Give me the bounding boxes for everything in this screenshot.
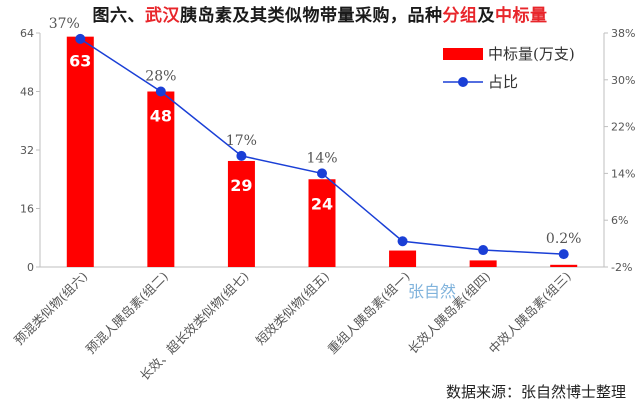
title-part6: 中标量	[495, 6, 548, 26]
share-point	[317, 168, 327, 179]
chart-title: 图六、武汉胰岛素及其类似物带量采购，品种分组及中标量	[0, 1, 640, 26]
bar	[66, 36, 94, 267]
right-tick-label: 22%	[611, 121, 635, 134]
bar-value-label: 24	[311, 194, 333, 213]
share-label: 0.2%	[546, 231, 582, 247]
bar	[147, 91, 175, 267]
title-part5: 及	[477, 6, 495, 26]
category-label: 短效类似物(组五)	[253, 269, 332, 348]
bar-value-label: 63	[69, 52, 91, 71]
share-label: 28%	[145, 69, 176, 85]
share-label: 37%	[49, 16, 80, 32]
right-tick-label: 6%	[611, 214, 628, 227]
category-label: 预混人胰岛素(组二)	[83, 269, 171, 357]
right-tick-label: -2%	[611, 261, 632, 274]
title-part2: 武汉	[145, 6, 180, 26]
watermark: 张自然	[408, 282, 457, 301]
left-tick-label: 64	[20, 27, 34, 40]
bar	[308, 179, 336, 267]
right-tick-label: 38%	[611, 27, 635, 40]
title-part4: 分组	[442, 6, 478, 26]
title-part1: 图六、	[92, 6, 145, 26]
share-point	[236, 150, 247, 161]
left-tick-label: 16	[20, 203, 34, 216]
bar	[550, 264, 578, 267]
right-tick-label: 14%	[611, 167, 635, 180]
bar	[227, 160, 255, 267]
legend-line-label: 占比	[488, 73, 518, 91]
legend-bar-label: 中标量(万支)	[488, 45, 575, 63]
legend-line-dot	[458, 77, 468, 87]
share-point	[558, 249, 569, 260]
title-part3: 胰岛素及其类似物带量采购，品种	[180, 6, 443, 26]
category-label: 预混类似物(组六)	[11, 269, 90, 348]
left-tick-label: 32	[20, 144, 34, 157]
share-point	[478, 245, 489, 256]
legend-bar-swatch	[443, 48, 483, 60]
source-note: 数据来源：张自然博士整理	[445, 383, 626, 401]
left-tick-label: 48	[20, 86, 34, 99]
share-point	[155, 86, 166, 97]
share-point	[397, 236, 408, 247]
left-tick-label: 0	[27, 261, 34, 274]
bar-value-label: 29	[230, 176, 252, 195]
bar	[469, 260, 497, 267]
bar	[389, 250, 417, 267]
share-point	[75, 33, 86, 44]
share-label: 14%	[306, 150, 337, 166]
right-tick-label: 30%	[611, 74, 635, 87]
category-label: 重组人胰岛素(组一)	[324, 269, 412, 357]
share-label: 17%	[226, 133, 257, 149]
bar-value-label: 48	[150, 107, 172, 126]
category-label: 中效人胰岛素(组三)	[486, 269, 574, 357]
